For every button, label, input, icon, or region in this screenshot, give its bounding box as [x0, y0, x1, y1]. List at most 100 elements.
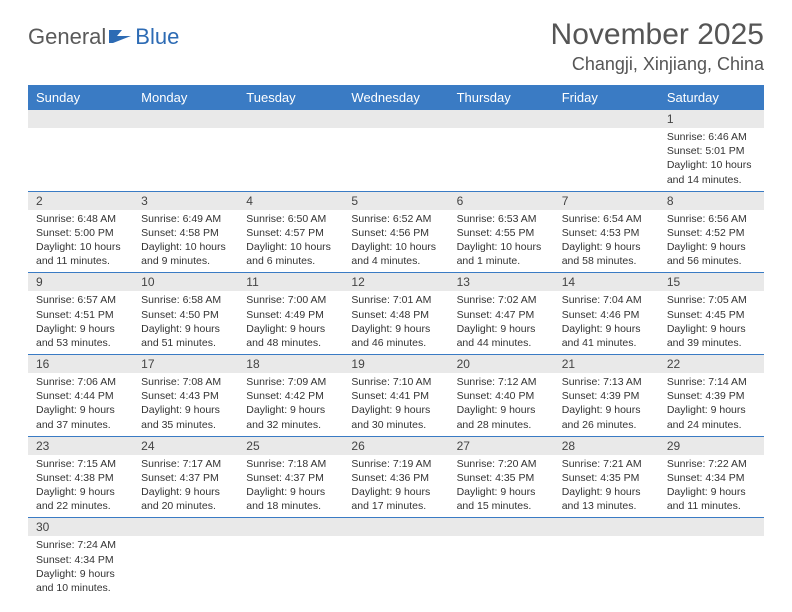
day-number: 29 [659, 437, 764, 455]
weekday-header: Tuesday [238, 85, 343, 110]
day-number: 4 [238, 192, 343, 210]
empty-day-cell [343, 110, 448, 191]
weekday-header: Monday [133, 85, 238, 110]
day-details: Sunrise: 7:15 AMSunset: 4:38 PMDaylight:… [28, 455, 133, 518]
day-details: Sunrise: 7:02 AMSunset: 4:47 PMDaylight:… [449, 291, 554, 354]
day-number: 17 [133, 355, 238, 373]
day-details: Sunrise: 7:09 AMSunset: 4:42 PMDaylight:… [238, 373, 343, 436]
day-cell: 3Sunrise: 6:49 AMSunset: 4:58 PMDaylight… [133, 191, 238, 273]
title-block: November 2025 Changji, Xinjiang, China [551, 18, 764, 75]
day-details: Sunrise: 6:53 AMSunset: 4:55 PMDaylight:… [449, 210, 554, 273]
day-number: 11 [238, 273, 343, 291]
day-cell: 14Sunrise: 7:04 AMSunset: 4:46 PMDayligh… [554, 273, 659, 355]
day-number: 10 [133, 273, 238, 291]
day-number: 9 [28, 273, 133, 291]
day-cell: 28Sunrise: 7:21 AMSunset: 4:35 PMDayligh… [554, 436, 659, 518]
day-cell: 19Sunrise: 7:10 AMSunset: 4:41 PMDayligh… [343, 355, 448, 437]
day-cell: 27Sunrise: 7:20 AMSunset: 4:35 PMDayligh… [449, 436, 554, 518]
day-cell: 9Sunrise: 6:57 AMSunset: 4:51 PMDaylight… [28, 273, 133, 355]
day-cell: 21Sunrise: 7:13 AMSunset: 4:39 PMDayligh… [554, 355, 659, 437]
day-cell: 22Sunrise: 7:14 AMSunset: 4:39 PMDayligh… [659, 355, 764, 437]
day-details: Sunrise: 7:19 AMSunset: 4:36 PMDaylight:… [343, 455, 448, 518]
day-number: 22 [659, 355, 764, 373]
day-details: Sunrise: 7:10 AMSunset: 4:41 PMDaylight:… [343, 373, 448, 436]
weekday-header-row: SundayMondayTuesdayWednesdayThursdayFrid… [28, 85, 764, 110]
day-number-bar [554, 518, 659, 536]
day-number: 25 [238, 437, 343, 455]
empty-day-cell [659, 518, 764, 599]
month-title: November 2025 [551, 18, 764, 52]
empty-day-cell [133, 110, 238, 191]
calendar-page: General Blue November 2025 Changji, Xinj… [0, 0, 792, 609]
weekday-header: Friday [554, 85, 659, 110]
empty-day-cell [449, 518, 554, 599]
day-cell: 18Sunrise: 7:09 AMSunset: 4:42 PMDayligh… [238, 355, 343, 437]
weekday-header: Thursday [449, 85, 554, 110]
day-cell: 12Sunrise: 7:01 AMSunset: 4:48 PMDayligh… [343, 273, 448, 355]
day-number-bar [659, 518, 764, 536]
logo-text-general: General [28, 24, 106, 50]
day-number: 13 [449, 273, 554, 291]
day-number: 30 [28, 518, 133, 536]
day-number: 3 [133, 192, 238, 210]
day-number-bar [554, 110, 659, 128]
day-cell: 2Sunrise: 6:48 AMSunset: 5:00 PMDaylight… [28, 191, 133, 273]
day-number: 28 [554, 437, 659, 455]
day-number: 8 [659, 192, 764, 210]
logo: General Blue [28, 24, 179, 50]
empty-day-cell [343, 518, 448, 599]
day-number-bar [343, 518, 448, 536]
week-row: 16Sunrise: 7:06 AMSunset: 4:44 PMDayligh… [28, 355, 764, 437]
day-number-bar [343, 110, 448, 128]
day-number: 23 [28, 437, 133, 455]
location: Changji, Xinjiang, China [551, 54, 764, 75]
day-cell: 17Sunrise: 7:08 AMSunset: 4:43 PMDayligh… [133, 355, 238, 437]
day-number-bar [28, 110, 133, 128]
empty-day-cell [554, 110, 659, 191]
day-details: Sunrise: 6:58 AMSunset: 4:50 PMDaylight:… [133, 291, 238, 354]
day-number: 5 [343, 192, 448, 210]
week-row: 30Sunrise: 7:24 AMSunset: 4:34 PMDayligh… [28, 518, 764, 599]
day-details: Sunrise: 7:08 AMSunset: 4:43 PMDaylight:… [133, 373, 238, 436]
day-details: Sunrise: 7:00 AMSunset: 4:49 PMDaylight:… [238, 291, 343, 354]
day-number-bar [449, 110, 554, 128]
day-details: Sunrise: 6:46 AMSunset: 5:01 PMDaylight:… [659, 128, 764, 191]
day-details: Sunrise: 7:04 AMSunset: 4:46 PMDaylight:… [554, 291, 659, 354]
day-details: Sunrise: 7:13 AMSunset: 4:39 PMDaylight:… [554, 373, 659, 436]
day-cell: 7Sunrise: 6:54 AMSunset: 4:53 PMDaylight… [554, 191, 659, 273]
day-number: 26 [343, 437, 448, 455]
day-cell: 16Sunrise: 7:06 AMSunset: 4:44 PMDayligh… [28, 355, 133, 437]
day-details: Sunrise: 7:05 AMSunset: 4:45 PMDaylight:… [659, 291, 764, 354]
day-cell: 29Sunrise: 7:22 AMSunset: 4:34 PMDayligh… [659, 436, 764, 518]
logo-text-blue: Blue [135, 24, 179, 50]
day-details: Sunrise: 7:24 AMSunset: 4:34 PMDaylight:… [28, 536, 133, 599]
day-details: Sunrise: 6:48 AMSunset: 5:00 PMDaylight:… [28, 210, 133, 273]
day-cell: 8Sunrise: 6:56 AMSunset: 4:52 PMDaylight… [659, 191, 764, 273]
day-number-bar [449, 518, 554, 536]
day-number: 24 [133, 437, 238, 455]
week-row: 23Sunrise: 7:15 AMSunset: 4:38 PMDayligh… [28, 436, 764, 518]
day-number: 6 [449, 192, 554, 210]
empty-day-cell [28, 110, 133, 191]
day-number: 27 [449, 437, 554, 455]
day-number: 2 [28, 192, 133, 210]
day-cell: 11Sunrise: 7:00 AMSunset: 4:49 PMDayligh… [238, 273, 343, 355]
day-cell: 15Sunrise: 7:05 AMSunset: 4:45 PMDayligh… [659, 273, 764, 355]
day-details: Sunrise: 7:22 AMSunset: 4:34 PMDaylight:… [659, 455, 764, 518]
day-cell: 30Sunrise: 7:24 AMSunset: 4:34 PMDayligh… [28, 518, 133, 599]
day-number: 16 [28, 355, 133, 373]
logo-flag-icon [109, 27, 135, 47]
day-cell: 25Sunrise: 7:18 AMSunset: 4:37 PMDayligh… [238, 436, 343, 518]
day-cell: 24Sunrise: 7:17 AMSunset: 4:37 PMDayligh… [133, 436, 238, 518]
week-row: 9Sunrise: 6:57 AMSunset: 4:51 PMDaylight… [28, 273, 764, 355]
day-cell: 10Sunrise: 6:58 AMSunset: 4:50 PMDayligh… [133, 273, 238, 355]
weekday-header: Sunday [28, 85, 133, 110]
header: General Blue November 2025 Changji, Xinj… [28, 18, 764, 75]
day-number: 12 [343, 273, 448, 291]
day-number: 15 [659, 273, 764, 291]
day-details: Sunrise: 6:56 AMSunset: 4:52 PMDaylight:… [659, 210, 764, 273]
day-number-bar [133, 518, 238, 536]
day-details: Sunrise: 7:21 AMSunset: 4:35 PMDaylight:… [554, 455, 659, 518]
day-number: 18 [238, 355, 343, 373]
day-number: 21 [554, 355, 659, 373]
